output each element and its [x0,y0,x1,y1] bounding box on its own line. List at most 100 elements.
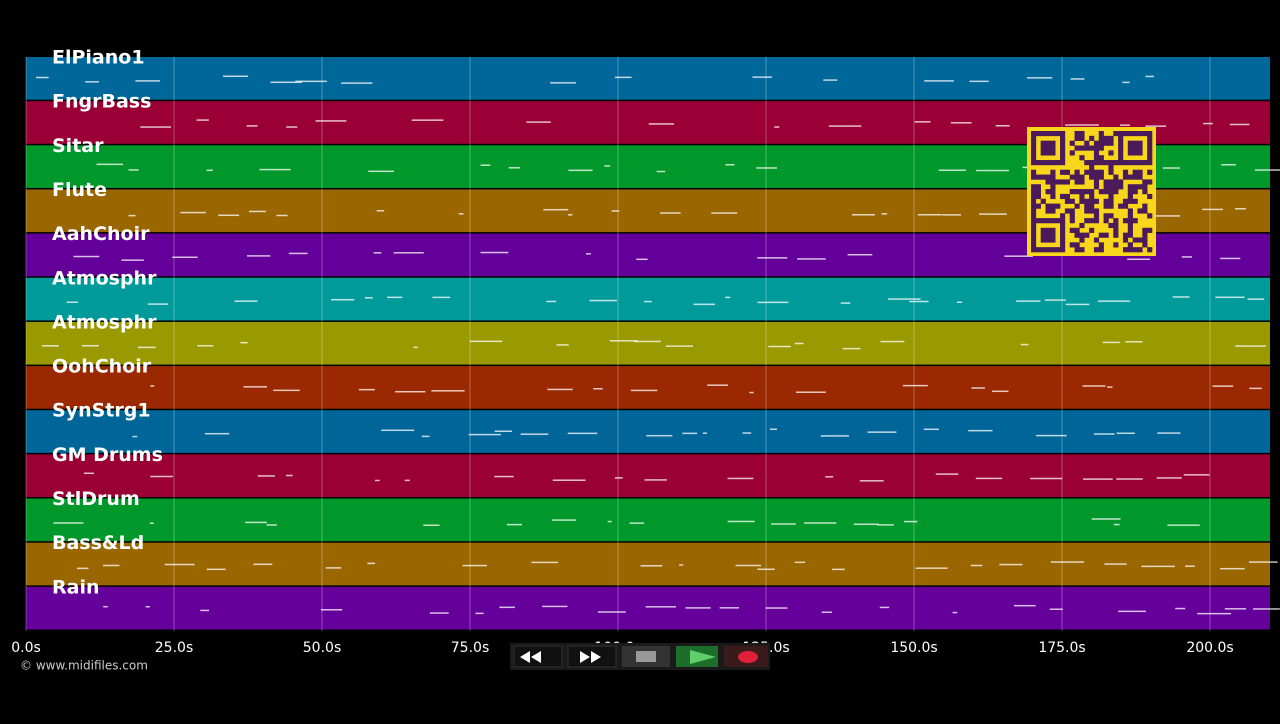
note [1125,341,1143,343]
qr-module [1122,174,1129,180]
qr-module [1060,169,1066,175]
qr-module [1147,160,1153,166]
qr-module [1045,227,1051,233]
note [1149,215,1181,217]
qr-module [1055,203,1061,209]
note [589,299,617,302]
qr-module [1132,174,1138,180]
note [381,429,415,432]
note [411,119,444,121]
note [197,345,214,347]
play-button[interactable] [676,646,718,667]
track-name: SynStrg1 [52,400,151,422]
qr-module [1118,140,1124,146]
qr-module [1050,160,1056,166]
note [725,164,735,166]
qr-module [1074,174,1080,180]
qr-module [1050,203,1056,209]
qr-module [1040,131,1046,137]
note [749,391,754,394]
qr-module [1060,179,1066,185]
qr-module [1098,140,1104,146]
qr-module [1147,145,1153,151]
rewind-button[interactable] [513,645,563,668]
note [1036,434,1067,437]
note [614,477,623,479]
qr-module [1040,140,1046,146]
qr-module [1031,189,1037,195]
qr-module [1035,131,1041,137]
qr-module [1084,198,1090,204]
qr-module [1031,150,1037,156]
note [971,387,985,389]
qr-module [1069,174,1075,180]
qr-module [1060,193,1066,200]
qr-module [1060,232,1066,238]
note [567,214,573,216]
qr-module [1142,208,1148,214]
qr-module [1142,179,1148,185]
note [1004,255,1033,257]
qr-module [1031,208,1037,214]
track-area [26,57,1280,630]
qr-module [1050,247,1056,253]
note [218,214,240,217]
note [331,298,355,301]
note [1065,303,1090,306]
fast-forward-button[interactable] [567,645,617,668]
note [387,296,403,299]
qr-module [1060,155,1066,161]
note [552,479,586,481]
qr-module [1108,135,1114,141]
qr-module [1060,135,1066,141]
note [769,428,777,430]
note [924,80,954,82]
note [757,301,789,304]
note [1235,207,1246,210]
qr-module [1118,179,1124,185]
note [821,611,832,614]
note [607,520,612,523]
qr-module [1050,227,1056,233]
qr-module [1035,174,1041,180]
note [552,519,577,521]
note [660,212,681,214]
qr-module [1045,203,1051,209]
note [137,346,156,349]
qr-module [1118,203,1124,209]
qr-module [1093,150,1100,156]
qr-module [1060,160,1066,166]
note [404,479,410,482]
note [121,259,144,261]
note [1104,563,1127,565]
note [315,120,347,122]
qr-module [1084,189,1090,195]
qr-module [1074,247,1080,253]
note [53,522,84,524]
qr-module [1050,232,1056,238]
qr-module [1093,179,1100,185]
qr-module [1142,160,1148,166]
note [468,433,501,436]
qr-module [1089,174,1095,180]
note [1235,345,1266,347]
qr-module [1103,160,1109,166]
note [103,564,120,567]
qr-module [1132,150,1138,156]
note [1175,607,1186,610]
record-button[interactable] [724,646,768,667]
qr-module [1035,247,1041,253]
qr-module [1127,218,1133,224]
qr-module [1137,160,1143,166]
stop-button[interactable] [622,646,670,667]
note [879,606,890,609]
note [462,564,487,567]
qr-module [1079,189,1085,195]
note [645,606,676,608]
qr-module [1093,184,1100,190]
note [609,340,638,342]
qr-module [1031,222,1037,229]
qr-module [1055,247,1061,253]
note [288,252,308,255]
note [757,568,775,571]
